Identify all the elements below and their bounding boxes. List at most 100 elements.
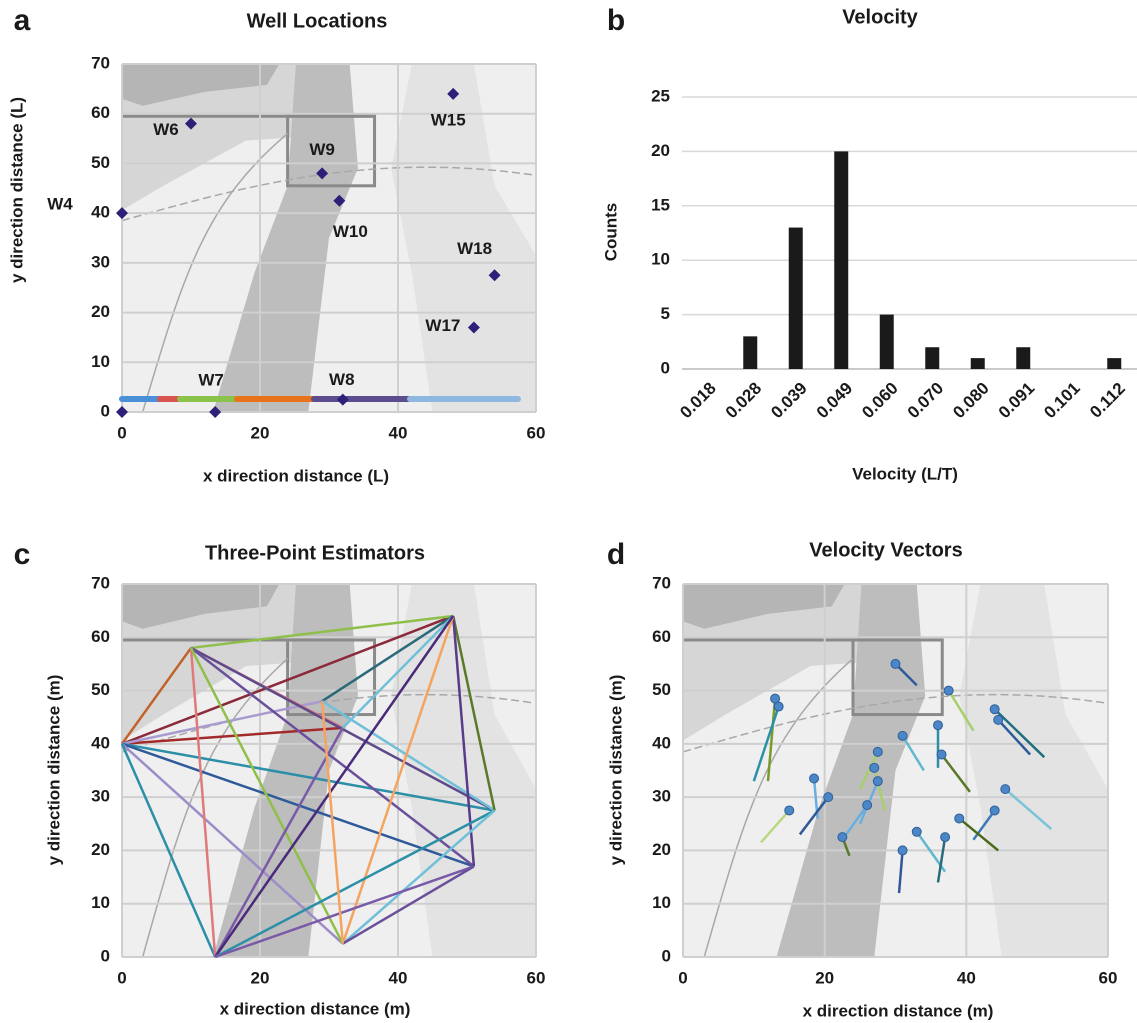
well-label: W15 bbox=[431, 110, 466, 129]
y-tick-label: 15 bbox=[651, 195, 670, 214]
vector-origin bbox=[944, 686, 953, 695]
vector-origin bbox=[891, 659, 900, 668]
y-tick-label: 20 bbox=[652, 840, 671, 859]
vector-origin bbox=[898, 731, 907, 740]
x-tick-label: 60 bbox=[527, 968, 546, 987]
x-tick-label: 60 bbox=[1099, 968, 1118, 987]
vector-origin bbox=[810, 774, 819, 783]
x-tick-label: 20 bbox=[251, 968, 270, 987]
y-tick-label: 60 bbox=[652, 627, 671, 646]
x-tick-label: 0 bbox=[117, 423, 126, 442]
y-tick-label: 0 bbox=[101, 401, 110, 420]
y-tick-label: 50 bbox=[652, 680, 671, 699]
bar bbox=[834, 151, 848, 369]
y-tick-label: 70 bbox=[91, 573, 110, 592]
vector-origin bbox=[912, 827, 921, 836]
map-background bbox=[683, 584, 1108, 957]
vector-origin bbox=[898, 846, 907, 855]
x-tick-label: 0.049 bbox=[813, 379, 857, 423]
chart-title: Three-Point Estimators bbox=[205, 542, 425, 564]
y-tick-label: 30 bbox=[652, 787, 671, 806]
vector-origin bbox=[863, 801, 872, 810]
well-label: W9 bbox=[309, 140, 335, 159]
panel-label: d bbox=[607, 538, 625, 571]
x-tick-label: 0.018 bbox=[676, 379, 720, 423]
y-tick-label: 50 bbox=[91, 680, 110, 699]
y-tick-label: 10 bbox=[651, 250, 670, 269]
bar bbox=[971, 358, 985, 369]
bar bbox=[743, 336, 757, 369]
vector-origin bbox=[941, 833, 950, 842]
bar bbox=[925, 347, 939, 369]
panel-label: a bbox=[14, 4, 31, 37]
y-tick-label: 10 bbox=[652, 893, 671, 912]
x-tick-label: 0.080 bbox=[949, 379, 993, 423]
x-tick-label: 0.039 bbox=[767, 379, 811, 423]
y-tick-label: 20 bbox=[651, 141, 670, 160]
y-tick-label: 30 bbox=[91, 252, 110, 271]
x-tick-label: 0.091 bbox=[995, 379, 1039, 423]
vector-origin bbox=[774, 702, 783, 711]
x-tick-label: 40 bbox=[957, 968, 976, 987]
vector-origin bbox=[873, 777, 882, 786]
x-tick-label: 20 bbox=[251, 423, 270, 442]
vector-origin bbox=[990, 705, 999, 714]
y-tick-label: 10 bbox=[91, 893, 110, 912]
vector-origin bbox=[870, 763, 879, 772]
y-axis-label: y direction distance (m) bbox=[606, 675, 625, 866]
y-tick-label: 40 bbox=[91, 733, 110, 752]
panel-label: b bbox=[607, 4, 625, 37]
y-axis-label: y direction distance (m) bbox=[44, 675, 63, 866]
y-tick-label: 20 bbox=[91, 302, 110, 321]
vector-origin bbox=[873, 747, 882, 756]
y-tick-label: 70 bbox=[91, 53, 110, 72]
vector-origin bbox=[838, 833, 847, 842]
y-axis-label: Counts bbox=[601, 203, 620, 262]
well-label: W10 bbox=[333, 222, 368, 241]
vector-origin bbox=[824, 793, 833, 802]
x-tick-label: 40 bbox=[389, 968, 408, 987]
x-tick-label: 0 bbox=[678, 968, 687, 987]
y-tick-label: 60 bbox=[91, 103, 110, 122]
x-tick-label: 0 bbox=[117, 968, 126, 987]
well-label: W17 bbox=[425, 316, 460, 335]
x-tick-label: 0.028 bbox=[722, 379, 766, 423]
vector-origin bbox=[937, 750, 946, 759]
y-tick-label: 20 bbox=[91, 840, 110, 859]
x-tick-label: 0.101 bbox=[1040, 379, 1084, 423]
x-axis-label: x direction distance (m) bbox=[803, 1001, 994, 1020]
x-tick-label: 40 bbox=[389, 423, 408, 442]
y-tick-label: 60 bbox=[91, 627, 110, 646]
panel-label: c bbox=[14, 538, 31, 571]
x-tick-label: 0.060 bbox=[858, 379, 902, 423]
bar bbox=[1016, 347, 1030, 369]
figure: a Well Locations x direction distance (L) y… bbox=[0, 0, 1137, 1023]
chart-title: Velocity Vectors bbox=[809, 539, 962, 561]
y-tick-label: 0 bbox=[662, 946, 671, 965]
well-label: W8 bbox=[329, 370, 355, 389]
x-axis-label: Velocity (L/T) bbox=[852, 464, 958, 483]
x-tick-label: 20 bbox=[815, 968, 834, 987]
vector-origin bbox=[994, 715, 1003, 724]
y-tick-label: 50 bbox=[91, 153, 110, 172]
bar bbox=[1107, 358, 1121, 369]
x-axis-label: x direction distance (m) bbox=[220, 999, 411, 1018]
chart-title: Velocity bbox=[842, 6, 918, 28]
vector-origin bbox=[785, 806, 794, 815]
well-label: W4 bbox=[47, 195, 73, 214]
y-tick-label: 0 bbox=[661, 358, 670, 377]
x-axis-label: x direction distance (L) bbox=[203, 466, 389, 485]
chart-title: Well Locations bbox=[247, 10, 388, 32]
well-label: W6 bbox=[153, 120, 179, 139]
y-tick-label: 25 bbox=[651, 86, 670, 105]
vector-origin bbox=[934, 721, 943, 730]
y-tick-label: 40 bbox=[91, 203, 110, 222]
y-axis-label: y direction distance (L) bbox=[7, 97, 26, 283]
bar bbox=[880, 315, 894, 369]
vector-origin bbox=[990, 806, 999, 815]
x-tick-label: 0.070 bbox=[904, 379, 948, 423]
x-tick-label: 0.112 bbox=[1086, 379, 1129, 422]
y-tick-label: 40 bbox=[652, 733, 671, 752]
y-tick-label: 30 bbox=[91, 787, 110, 806]
vector-origin bbox=[1001, 785, 1010, 794]
